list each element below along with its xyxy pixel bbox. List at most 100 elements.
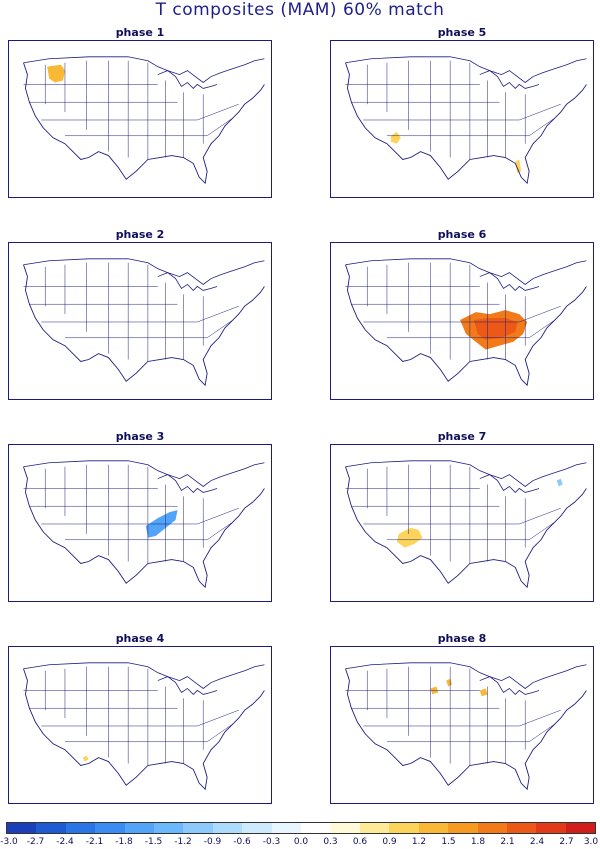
panel-title: phase 3 <box>8 430 272 444</box>
colorbar-label: 0.6 <box>353 837 367 847</box>
colorbar-label: -3.0 <box>0 837 18 847</box>
panel-phase7: phase 7 <box>330 430 594 602</box>
coastline <box>23 669 264 789</box>
state-border <box>519 508 560 524</box>
map-phase2 <box>8 242 272 400</box>
panel-phase3: phase 3 <box>8 430 272 602</box>
canada-border <box>345 461 586 487</box>
great-lakes <box>480 273 539 291</box>
coastline <box>23 265 264 385</box>
state-border <box>197 306 238 322</box>
panel-phase6: phase 6 <box>330 228 594 400</box>
colorbar-label: 0.3 <box>323 837 337 847</box>
colorbar <box>6 822 596 834</box>
coastline <box>23 467 264 587</box>
colorbar-segment <box>301 823 330 833</box>
colorbar-label: 2.4 <box>530 837 544 847</box>
colorbar-segment <box>125 823 154 833</box>
panel-title: phase 1 <box>8 26 272 40</box>
colorbar-segment <box>536 823 565 833</box>
state-border <box>529 118 555 136</box>
colorbar-segment <box>36 823 65 833</box>
colorbar-label: 1.2 <box>412 837 426 847</box>
great-lakes <box>158 475 217 493</box>
map-phase8 <box>330 646 594 804</box>
state-border <box>519 104 560 120</box>
colorbar-label: -1.5 <box>145 837 163 847</box>
panel-title: phase 6 <box>330 228 594 242</box>
colorbar-label: -2.4 <box>56 837 74 847</box>
canada-border <box>23 259 264 285</box>
colorbar-label: 1.5 <box>441 837 455 847</box>
colorbar-label: 0.0 <box>294 837 308 847</box>
panel-phase2: phase 2 <box>8 228 272 400</box>
figure-title: T composites (MAM) 60% match <box>0 0 600 20</box>
state-border <box>207 522 233 540</box>
map-phase3 <box>8 444 272 602</box>
anomaly-upper-midwest <box>430 679 487 697</box>
map-phase6 <box>330 242 594 400</box>
state-border <box>207 320 233 338</box>
canada-border <box>345 57 586 83</box>
colorbar-segment <box>507 823 536 833</box>
state-border <box>529 522 555 540</box>
colorbar-label: -2.1 <box>86 837 104 847</box>
colorbar-segment <box>330 823 359 833</box>
state-border <box>207 118 233 136</box>
anomaly-arizona <box>397 528 423 548</box>
state-border <box>197 104 238 120</box>
panel-title: phase 5 <box>330 26 594 40</box>
colorbar-segment <box>360 823 389 833</box>
colorbar-segment <box>566 823 595 833</box>
map-phase7 <box>330 444 594 602</box>
anomaly-nw-blob <box>47 65 65 83</box>
colorbar-labels: -3.0 -2.7 -2.4 -2.1 -1.8 -1.5 -1.2 -0.9 -0.6 -0.3… <box>0 837 600 849</box>
colorbar-segment <box>478 823 507 833</box>
great-lakes <box>480 677 539 695</box>
colorbar-segment <box>66 823 95 833</box>
colorbar-label: -0.9 <box>204 837 222 847</box>
colorbar-label: 0.9 <box>382 837 396 847</box>
state-border <box>519 306 560 322</box>
colorbar-segment <box>272 823 301 833</box>
great-lakes <box>480 71 539 89</box>
panel-phase8: phase 8 <box>330 632 594 804</box>
great-lakes <box>158 71 217 89</box>
state-border <box>207 724 233 742</box>
canada-border <box>23 663 264 689</box>
panel-title: phase 4 <box>8 632 272 646</box>
anomaly-sw-small <box>391 132 401 144</box>
coastline <box>345 669 586 789</box>
state-border <box>529 724 555 742</box>
colorbar-segment <box>419 823 448 833</box>
panel-title: phase 7 <box>330 430 594 444</box>
colorbar-label: -1.8 <box>115 837 133 847</box>
colorbar-label: -2.7 <box>27 837 45 847</box>
state-border <box>519 710 560 726</box>
great-lakes <box>158 677 217 695</box>
colorbar-segment <box>213 823 242 833</box>
colorbar-label: -0.3 <box>263 837 281 847</box>
canada-border <box>345 259 586 285</box>
colorbar-label: -0.6 <box>233 837 251 847</box>
canada-border <box>23 461 264 487</box>
great-lakes <box>158 273 217 291</box>
colorbar-segment <box>7 823 36 833</box>
colorbar-label: 2.7 <box>559 837 573 847</box>
colorbar-segment <box>448 823 477 833</box>
state-border <box>197 508 238 524</box>
colorbar-label: -1.2 <box>174 837 192 847</box>
canada-border <box>345 663 586 689</box>
panel-title: phase 2 <box>8 228 272 242</box>
panel-phase5: phase 5 <box>330 26 594 198</box>
map-phase5 <box>330 40 594 198</box>
panel-title: phase 8 <box>330 632 594 646</box>
colorbar-label: 2.1 <box>500 837 514 847</box>
state-border <box>197 710 238 726</box>
colorbar-label: 1.8 <box>471 837 485 847</box>
map-phase1 <box>8 40 272 198</box>
anomaly-sw-dot <box>83 756 89 762</box>
panel-phase4: phase 4 <box>8 632 272 804</box>
colorbar-segment <box>154 823 183 833</box>
anomaly-ne-small <box>557 479 563 487</box>
